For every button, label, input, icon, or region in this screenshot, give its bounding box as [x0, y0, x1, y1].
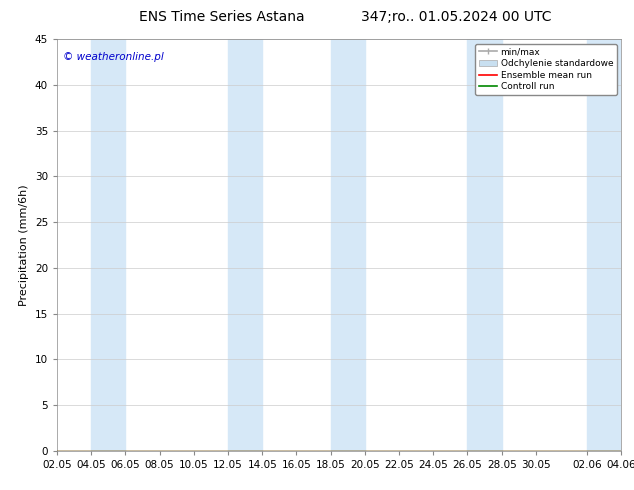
Legend: min/max, Odchylenie standardowe, Ensemble mean run, Controll run: min/max, Odchylenie standardowe, Ensembl… [476, 44, 617, 95]
Y-axis label: Precipitation (mm/6h): Precipitation (mm/6h) [19, 184, 29, 306]
Text: ENS Time Series Astana: ENS Time Series Astana [139, 10, 305, 24]
Bar [331, 39, 365, 451]
Text: 347;ro.. 01.05.2024 00 UTC: 347;ro.. 01.05.2024 00 UTC [361, 10, 552, 24]
Bar [228, 39, 262, 451]
Bar [91, 39, 126, 451]
Text: © weatheronline.pl: © weatheronline.pl [63, 51, 164, 62]
Bar [467, 39, 501, 451]
Bar [587, 39, 621, 451]
